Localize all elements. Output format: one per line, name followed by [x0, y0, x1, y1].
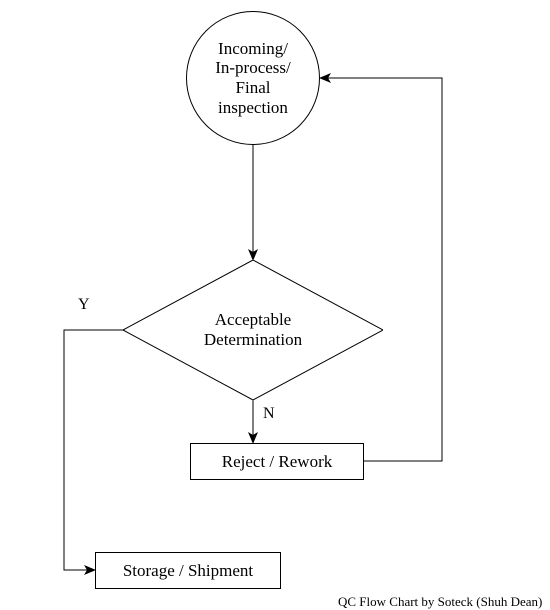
edge-label-yes: Y [78, 296, 90, 314]
reject-label: Reject / Rework [222, 452, 332, 472]
chart-caption: QC Flow Chart by Soteck (Shuh Dean) [338, 594, 542, 610]
inspection-node: Incoming/In-process/Finalinspection [186, 11, 320, 145]
storage-node: Storage / Shipment [95, 552, 281, 589]
reject-node: Reject / Rework [190, 443, 364, 480]
decision-label: AcceptableDetermination [204, 310, 302, 349]
decision-node: AcceptableDetermination [123, 260, 383, 400]
edge-label-no: N [263, 405, 275, 423]
inspection-label: Incoming/In-process/Finalinspection [215, 39, 291, 117]
flowchart-canvas: Incoming/In-process/Finalinspection Acce… [0, 0, 550, 610]
storage-label: Storage / Shipment [123, 561, 253, 581]
